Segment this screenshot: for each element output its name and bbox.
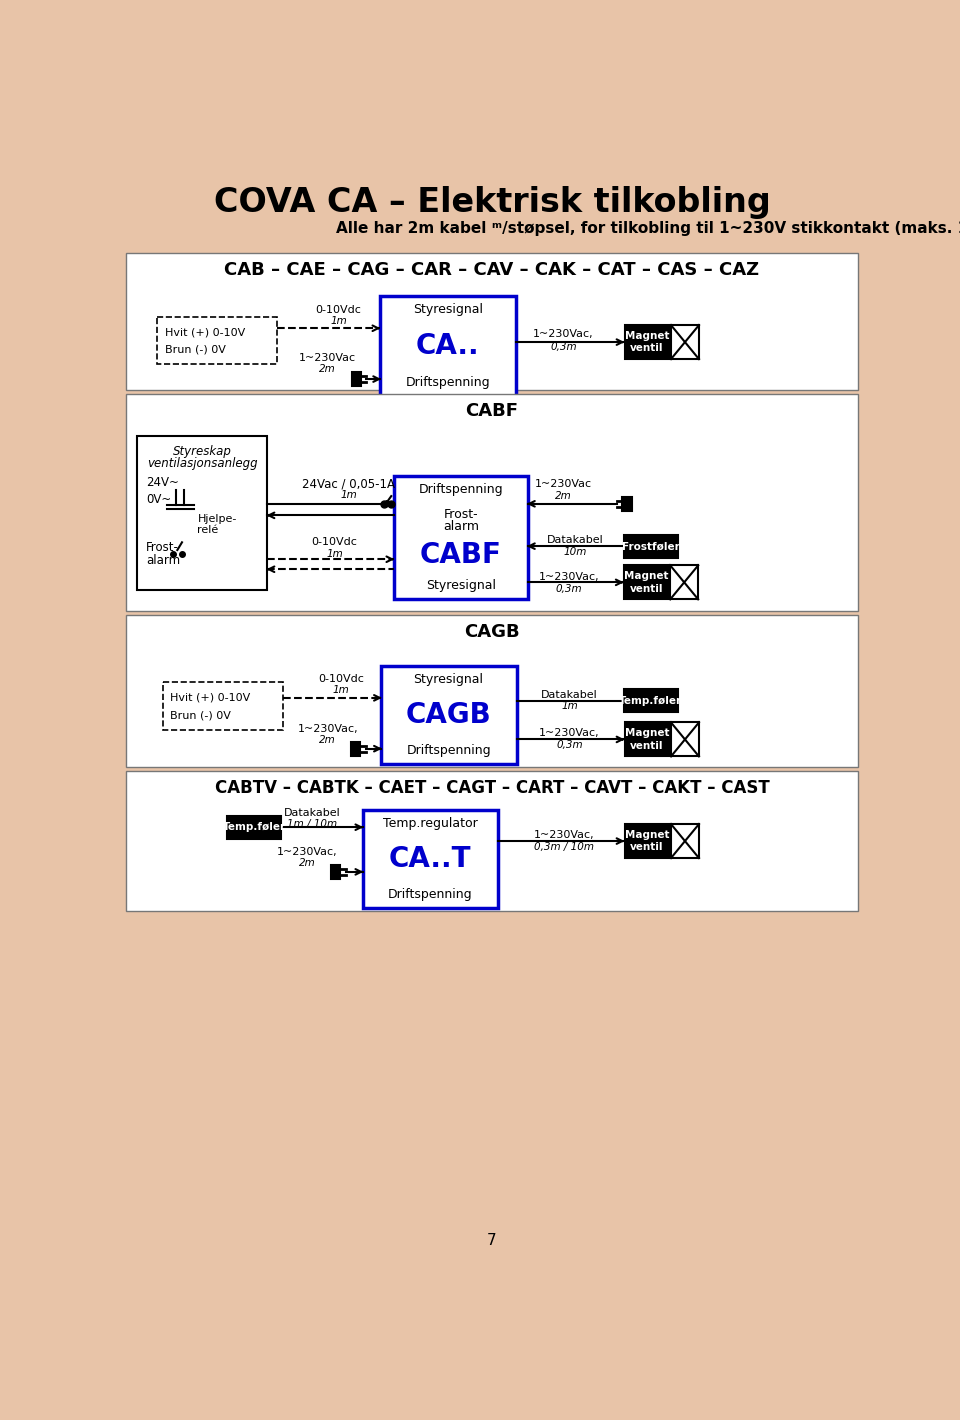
Bar [126,771,858,912]
Text: CABF: CABF [466,402,518,420]
Text: Styresignal: Styresignal [426,579,496,592]
Text: Driftspenning: Driftspenning [388,888,472,900]
Text: 1m: 1m [330,315,347,325]
Text: Magnet: Magnet [625,331,669,341]
Text: 2m: 2m [319,364,335,373]
Text: CABTV – CABTK – CAET – CAGT – CART – CAVT – CAKT – CAST: CABTV – CABTK – CAET – CAGT – CART – CAV… [215,780,769,797]
Bar [126,253,858,390]
Text: Frost-: Frost- [146,541,180,554]
Text: 1m: 1m [562,700,578,710]
Text: 1m: 1m [332,684,349,696]
Text: 0,3m: 0,3m [556,740,583,750]
Bar [625,723,669,757]
Text: Frostføler: Frostføler [622,541,680,551]
Text: 24V~: 24V~ [146,476,180,488]
Text: Driftspenning: Driftspenning [405,376,491,389]
Text: 0,3m: 0,3m [550,342,577,352]
Text: Magnet: Magnet [625,728,669,738]
Text: 1~230Vac,: 1~230Vac, [539,572,599,582]
Text: 2m: 2m [555,491,571,501]
Text: ventil: ventil [631,842,663,852]
Text: Temp.føler: Temp.føler [223,822,286,832]
Text: Brun (-) 0V: Brun (-) 0V [165,345,226,355]
Text: CA..: CA.. [416,332,480,359]
Text: 2m: 2m [300,859,316,869]
Text: Hjelpe-: Hjelpe- [198,514,237,524]
Text: Alle har 2m kabel: Alle har 2m kabel [336,222,492,236]
Bar [624,689,678,713]
Text: Brun (-) 0V: Brun (-) 0V [170,710,231,720]
Bar [625,824,669,858]
Text: CA..T: CA..T [389,845,471,873]
Text: 7: 7 [487,1233,497,1248]
Bar [331,865,340,879]
Text: CAGB: CAGB [406,701,492,728]
Text: Datakabel: Datakabel [284,808,341,818]
Text: 0-10Vdc: 0-10Vdc [318,674,364,684]
Bar [162,683,283,730]
Text: CABF: CABF [420,541,502,568]
Text: Driftspenning: Driftspenning [419,483,503,497]
Text: Styresignal: Styresignal [414,673,484,686]
Bar [351,372,361,386]
Text: Magnet: Magnet [625,829,669,839]
Text: 1~230Vac,: 1~230Vac, [534,829,594,839]
Text: 0,3m / 10m: 0,3m / 10m [534,842,594,852]
Text: 0V~: 0V~ [146,493,172,506]
Bar [395,476,528,599]
Text: 24Vac / 0,05-1A: 24Vac / 0,05-1A [302,477,396,490]
Text: Temp.regulator: Temp.regulator [383,816,477,829]
Text: Styresignal: Styresignal [413,304,483,317]
Text: COVA CA – Elektrisk tilkobling: COVA CA – Elektrisk tilkobling [214,186,770,219]
Text: Datakabel: Datakabel [541,690,598,700]
Text: 1m: 1m [326,550,343,559]
Bar [624,534,678,558]
Text: 1m / 10m: 1m / 10m [287,819,337,829]
Text: ᵐ/støpsel, for tilkobling til 1~230V stikkontakt (maks. 10A): ᵐ/støpsel, for tilkobling til 1~230V sti… [492,222,960,236]
Text: 0-10Vdc: 0-10Vdc [312,537,358,547]
Text: 1~230Vac,: 1~230Vac, [533,329,593,339]
Bar [120,170,864,251]
Text: alarm: alarm [443,520,479,534]
Bar [363,809,498,907]
Text: Styreskap: Styreskap [173,444,231,457]
Text: CAGB: CAGB [465,622,519,640]
Text: Frost-: Frost- [444,508,478,521]
Text: 1~230Vac: 1~230Vac [299,352,355,362]
Text: 1m: 1m [340,490,357,500]
Bar [351,741,360,755]
Text: CAB – CAE – CAG – CAR – CAV – CAK – CAT – CAS – CAZ: CAB – CAE – CAG – CAR – CAV – CAK – CAT … [225,261,759,278]
Text: ventilasjonsanlegg: ventilasjonsanlegg [147,457,257,470]
Text: ventil: ventil [630,584,663,594]
Bar [137,436,267,591]
Text: Datakabel: Datakabel [546,535,603,545]
Bar [126,615,858,767]
Text: Magnet: Magnet [624,571,668,581]
Text: 1~230Vac: 1~230Vac [535,479,592,488]
Text: Driftspenning: Driftspenning [406,744,491,757]
Text: Hvit (+) 0-10V: Hvit (+) 0-10V [165,328,245,338]
Bar [126,393,858,611]
Bar [227,815,281,839]
Text: relé: relé [198,525,219,535]
Text: 2m: 2m [320,736,336,746]
Text: 10m: 10m [564,547,587,557]
Text: 1~230Vac,: 1~230Vac, [298,724,358,734]
Text: alarm: alarm [146,554,180,567]
Bar [625,325,669,359]
Bar [624,565,669,599]
Bar [622,497,632,511]
Text: ventil: ventil [631,741,663,751]
Bar [380,295,516,396]
Text: 0,3m: 0,3m [556,584,582,594]
Text: 1~230Vac,: 1~230Vac, [540,728,600,738]
Text: Temp.føler: Temp.føler [619,696,683,706]
Text: Hvit (+) 0-10V: Hvit (+) 0-10V [170,693,251,703]
Bar [157,317,277,365]
Text: ventil: ventil [631,344,663,354]
Text: 1~230Vac,: 1~230Vac, [277,846,338,856]
Bar [381,666,516,764]
Text: 0-10Vdc: 0-10Vdc [316,305,362,315]
